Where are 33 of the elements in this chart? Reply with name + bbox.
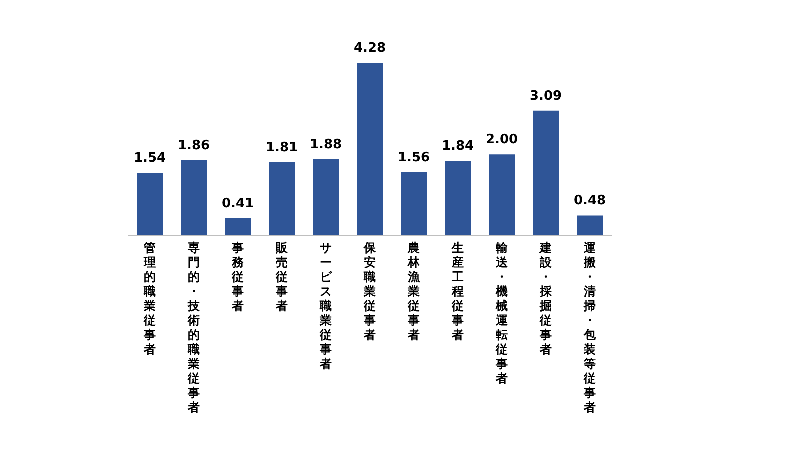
data-label: 1.84: [442, 139, 474, 154]
data-label: 1.86: [178, 138, 210, 154]
category-label: 輸送・機械運転従事者: [496, 241, 508, 386]
data-label: 1.54: [134, 151, 166, 166]
data-label: 1.56: [398, 150, 430, 166]
data-label: 4.28: [354, 41, 386, 56]
data-label: 0.48: [574, 194, 606, 209]
bar: [489, 154, 515, 235]
bar: [533, 110, 559, 235]
data-label: 1.88: [310, 137, 342, 152]
bar: [313, 159, 339, 235]
data-label: 1.81: [266, 140, 298, 156]
bar: [445, 161, 471, 235]
x-tick-label: 農林漁業従事者: [407, 241, 421, 342]
bar: [181, 160, 207, 235]
x-tick-label: 販売従事者: [275, 241, 289, 313]
bar: [137, 173, 163, 235]
x-tick-label: 保安職業従事者: [363, 241, 377, 342]
bar: [269, 162, 295, 235]
x-tick-label: 生産工程従事者: [451, 241, 464, 342]
category-label: 運搬・清掃・包装等従事者: [584, 241, 596, 414]
x-tick-label: 管理的職業従事者: [143, 241, 156, 356]
data-label: 3.09: [530, 88, 562, 104]
bar: [577, 216, 603, 235]
x-tick-label: 建設・採掘従事者: [539, 241, 553, 356]
category-label: サービス職業従事者: [320, 241, 332, 371]
bar: [357, 63, 383, 235]
bar: [401, 172, 427, 235]
bar: [225, 218, 251, 235]
category-label: 専門的・技術的職業従事者: [188, 241, 200, 414]
data-label: 2.00: [486, 132, 518, 148]
x-tick-label: 事務従事者: [231, 241, 245, 313]
data-label: 0.41: [222, 196, 254, 212]
